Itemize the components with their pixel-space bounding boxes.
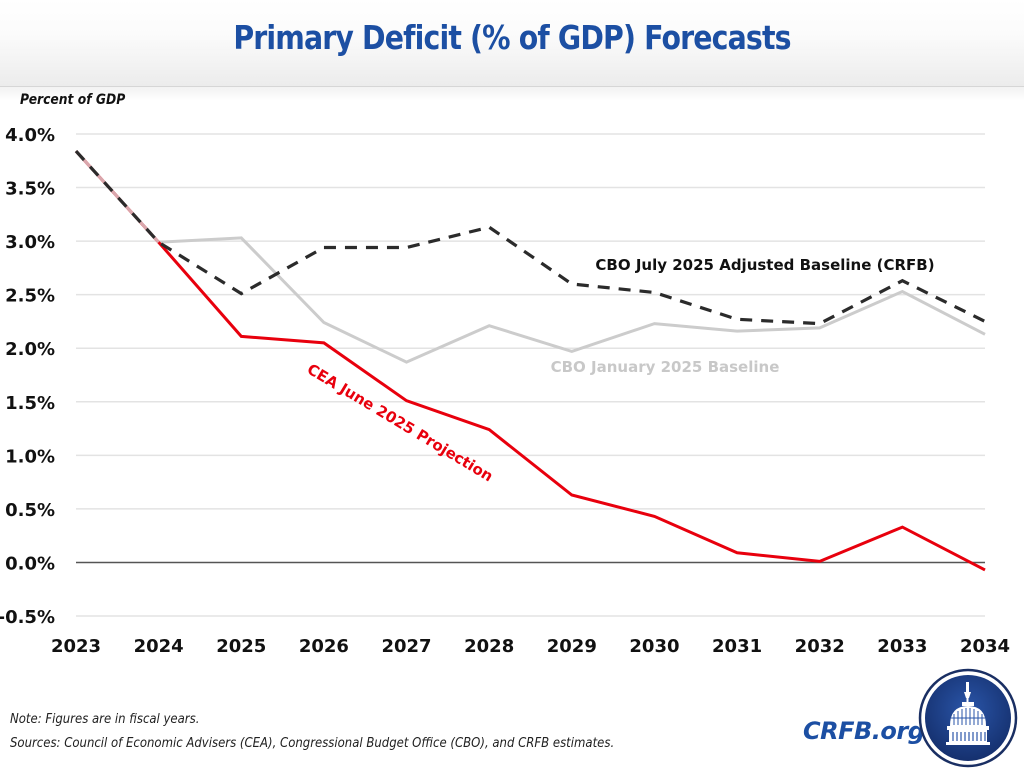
y-tick-label: 2.5%	[5, 286, 55, 307]
x-tick-label: 2034	[960, 636, 1010, 657]
x-tick-label: 2031	[712, 636, 762, 657]
x-axis-ticks: 2023 2024 2025 2026 2027 2028 2029 2030 2031 2032…	[51, 636, 1010, 657]
series-line-cea-june	[74, 150, 986, 572]
shared-segment-blend	[74, 150, 160, 244]
y-axis-title: Percent of GDP	[20, 92, 126, 108]
x-tick-label: 2032	[795, 636, 845, 657]
x-tick-label: 2025	[216, 636, 266, 657]
y-tick-label: 1.0%	[5, 446, 55, 467]
label-cbo-july-adjusted: CBO July 2025 Adjusted Baseline (CRFB)	[595, 256, 934, 274]
y-tick-label: 3.0%	[5, 232, 55, 253]
label-cbo-january-baseline: CBO January 2025 Baseline	[551, 358, 780, 376]
y-tick-label: 3.5%	[5, 179, 55, 200]
x-tick-label: 2029	[547, 636, 597, 657]
y-tick-label: 4.0%	[5, 125, 55, 146]
capitol-dome-icon	[918, 668, 1018, 768]
x-tick-label: 2023	[51, 636, 101, 657]
x-tick-label: 2028	[464, 636, 514, 657]
y-tick-label: 2.0%	[5, 339, 55, 360]
y-tick-label: 1.5%	[5, 393, 55, 414]
header-shadow	[0, 87, 1024, 101]
series-line-cbo-july-adjusted	[74, 150, 986, 326]
header-band	[0, 0, 1024, 87]
x-tick-label: 2026	[299, 636, 349, 657]
footnote-sources: Sources: Council of Economic Advisers (C…	[10, 736, 615, 751]
brand-link[interactable]: CRFB.org	[803, 717, 925, 745]
x-tick-label: 2030	[629, 636, 679, 657]
x-tick-label: 2024	[134, 636, 184, 657]
y-tick-label: 0.5%	[5, 500, 55, 521]
y-tick-label: -0.5%	[0, 607, 55, 628]
series-line-cbo-january	[74, 150, 986, 364]
y-axis-ticks: 4.0% 3.5% 3.0% 2.5% 2.0% 1.5% 1.0% 0.5% 0.0% -0.5…	[0, 125, 55, 628]
gridlines	[76, 133, 985, 617]
x-tick-label: 2027	[381, 636, 431, 657]
series-lines	[74, 150, 986, 572]
y-tick-label: 0.0%	[5, 553, 55, 574]
x-tick-label: 2033	[877, 636, 927, 657]
footnote-note: Note: Figures are in fiscal years.	[10, 712, 200, 727]
chart-title: Primary Deficit (% of GDP) Forecasts	[233, 18, 791, 57]
